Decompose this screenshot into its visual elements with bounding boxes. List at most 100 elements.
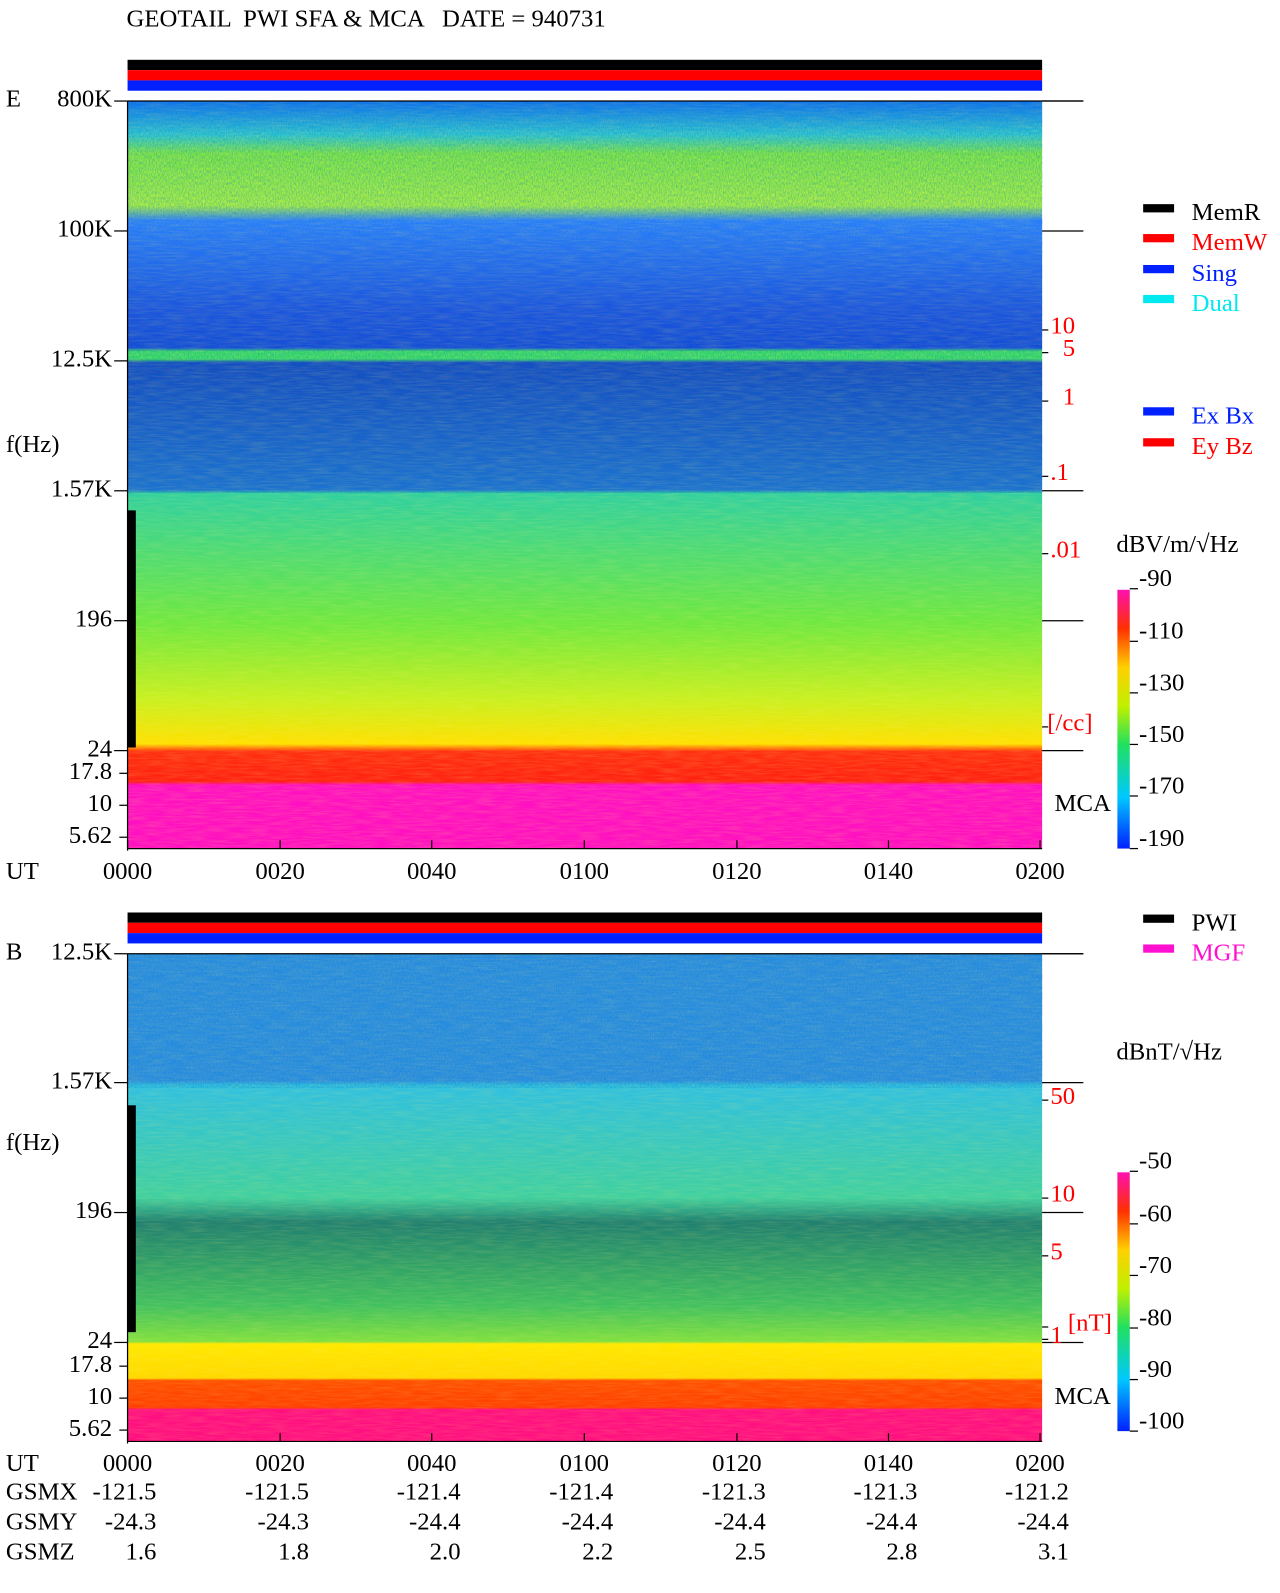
legend-swatch (1143, 407, 1175, 416)
orbit-value: -24.4 (1017, 1509, 1069, 1536)
colorbar-tick-label: -100 (1139, 1408, 1184, 1435)
colorbar (1117, 1172, 1130, 1432)
orbit-label: GSMY (6, 1509, 78, 1536)
density-label: 5 (1063, 335, 1075, 362)
x-tick-label: 0140 (864, 1450, 913, 1477)
legend-label: Ey Bz (1192, 433, 1253, 460)
legend-swatch (1143, 944, 1175, 953)
y-tick-label: 10 (87, 1383, 112, 1410)
orbit-label: GSMX (6, 1479, 78, 1506)
legend-swatch (1143, 234, 1175, 243)
orbit-value: -24.3 (105, 1509, 157, 1536)
time-axis-label: UT (6, 858, 39, 885)
x-tick-label: 0200 (1015, 1450, 1064, 1477)
y-tick-label: 100K (57, 216, 112, 243)
colorbar-tick-label: -60 (1139, 1200, 1172, 1227)
time-axis-label: UT (6, 1450, 39, 1477)
y-tick-label: 1.57K (51, 1067, 112, 1094)
legend-label: MemW (1192, 229, 1268, 256)
legend-label: PWI (1192, 910, 1237, 937)
orbit-value: -121.4 (549, 1479, 613, 1506)
orbit-value: -24.4 (866, 1509, 918, 1536)
legend-label: MGF (1192, 939, 1246, 966)
y-tick-label: 24 (87, 1327, 112, 1354)
x-tick-label: 0000 (103, 1450, 152, 1477)
legend-swatch (1143, 438, 1175, 447)
orbit-value: 3.1 (1038, 1538, 1069, 1565)
density-label: 1 (1050, 1322, 1062, 1349)
orbit-value: -121.5 (93, 1479, 157, 1506)
orbit-value: 2.2 (582, 1538, 613, 1565)
y-tick-label: 196 (75, 1197, 112, 1224)
orbit-value: -24.4 (409, 1509, 461, 1536)
y-tick-label: 12.5K (51, 938, 112, 965)
orbit-value: -121.3 (853, 1479, 917, 1506)
density-label: 10 (1050, 313, 1075, 340)
density-label: 10 (1050, 1181, 1075, 1208)
colorbar-tick-label: -90 (1139, 1356, 1172, 1383)
y-tick-label: 17.8 (69, 758, 112, 785)
mca-label: MCA (1054, 1383, 1110, 1410)
orbit-value: -24.3 (257, 1509, 309, 1536)
orbit-value: 2.8 (886, 1538, 917, 1565)
orbit-value: -121.3 (702, 1479, 766, 1506)
y-axis-label: f(Hz) (6, 1129, 60, 1156)
legend-swatch (1143, 264, 1175, 274)
x-tick-label: 0040 (407, 1450, 456, 1477)
x-tick-label: 0140 (864, 858, 913, 885)
orbit-value: -24.4 (562, 1509, 614, 1536)
legend-label: Dual (1192, 290, 1240, 317)
legend-swatch (1143, 204, 1175, 213)
orbit-value: 2.0 (430, 1538, 461, 1565)
density-label: 5 (1050, 1238, 1062, 1265)
colorbar-tick-label: -80 (1139, 1304, 1172, 1331)
legend-label: Ex Bx (1192, 402, 1255, 429)
spectrogram-e (127, 59, 1043, 849)
spectrogram-b (127, 912, 1043, 1442)
legend-label: Sing (1192, 260, 1237, 287)
orbit-value: 2.5 (735, 1538, 766, 1565)
y-tick-label: 1.57K (51, 475, 112, 502)
y-axis-label: f(Hz) (6, 431, 60, 458)
colorbar-tick-label: -170 (1139, 772, 1184, 799)
orbit-value: 1.8 (278, 1538, 309, 1565)
legend-swatch (1143, 294, 1175, 304)
y-tick-label: 196 (75, 605, 112, 632)
density-label: [/cc] (1047, 710, 1092, 737)
orbit-label: GSMZ (6, 1538, 75, 1565)
y-tick-label: 5.62 (69, 1415, 112, 1442)
colorbar-tick-label: -110 (1139, 618, 1183, 645)
x-tick-label: 0120 (712, 1450, 761, 1477)
mca-label: MCA (1054, 790, 1110, 817)
x-tick-label: 0100 (560, 858, 609, 885)
orbit-value: -24.4 (714, 1509, 766, 1536)
x-tick-label: 0120 (712, 858, 761, 885)
x-tick-label: 0000 (103, 858, 152, 885)
x-tick-label: 0100 (560, 1450, 609, 1477)
y-tick-label: 10 (87, 790, 112, 817)
panel-label: B (6, 938, 23, 965)
density-label: 1 (1063, 384, 1075, 411)
colorbar-tick-label: -190 (1139, 825, 1184, 852)
y-tick-label: 17.8 (69, 1351, 112, 1378)
x-tick-label: 0020 (255, 1450, 304, 1477)
orbit-value: -121.5 (245, 1479, 309, 1506)
orbit-value: 1.6 (126, 1538, 157, 1565)
colorbar (1117, 589, 1130, 849)
y-tick-label: 5.62 (69, 822, 112, 849)
y-tick-label: 800K (57, 86, 112, 113)
density-label: [nT] (1068, 1310, 1112, 1337)
y-tick-label: 24 (87, 735, 112, 762)
density-label: .01 (1050, 536, 1081, 563)
x-tick-label: 0040 (407, 858, 456, 885)
colorbar-tick-label: -150 (1139, 721, 1184, 748)
panel-label: E (6, 86, 21, 113)
x-tick-label: 0200 (1015, 858, 1064, 885)
legend-label: MemR (1192, 199, 1261, 226)
orbit-value: -121.2 (1005, 1479, 1069, 1506)
colorbar-unit: dBnT/√Hz (1116, 1038, 1222, 1065)
density-label: 50 (1050, 1083, 1075, 1110)
orbit-value: -121.4 (397, 1479, 461, 1506)
